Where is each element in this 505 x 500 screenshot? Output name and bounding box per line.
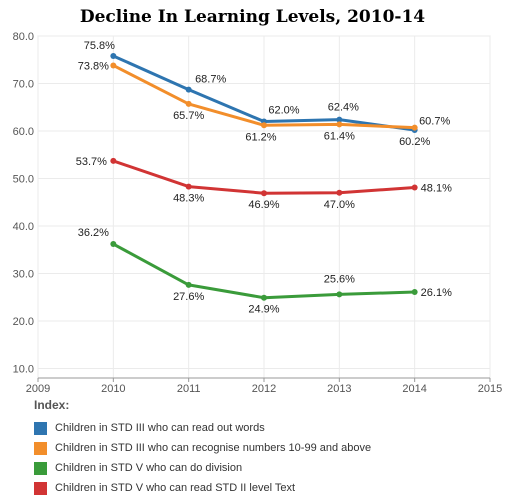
y-tick-label: 50.0 (13, 174, 34, 186)
legend-swatch (34, 461, 47, 475)
data-point (336, 121, 343, 128)
data-label: 26.1% (421, 287, 452, 299)
legend-swatch (34, 441, 47, 455)
data-label: 60.2% (399, 136, 430, 148)
data-label: 61.2% (245, 131, 276, 143)
data-point (261, 190, 267, 197)
x-tick-label: 2012 (252, 383, 276, 395)
legend-item: Children in STD V who can read STD II le… (34, 478, 371, 498)
data-label: 60.7% (419, 116, 450, 128)
data-label: 73.8% (78, 60, 109, 72)
data-label: 53.7% (76, 156, 107, 168)
x-tick-label: 2011 (177, 383, 201, 395)
x-tick-label: 2010 (101, 383, 125, 395)
data-label: 62.4% (328, 102, 359, 114)
legend-label: Children in STD V who can read STD II le… (55, 482, 296, 494)
data-point (110, 62, 117, 69)
data-label: 68.7% (195, 74, 226, 86)
data-point (110, 157, 117, 164)
x-tick-label: 2015 (478, 383, 502, 395)
y-tick-label: 10.0 (13, 364, 34, 376)
data-label: 65.7% (173, 110, 204, 122)
data-label: 48.3% (173, 193, 204, 205)
data-point (411, 184, 418, 191)
data-point (336, 291, 343, 298)
chart-title: Decline In Learning Levels, 2010-14 (79, 7, 426, 27)
data-point (110, 52, 117, 59)
legend-items: Children in STD III who can read out wor… (34, 418, 371, 498)
y-tick-label: 80.0 (13, 31, 34, 43)
x-tick-label: 2013 (327, 383, 351, 395)
x-tick-label: 2014 (402, 383, 426, 395)
data-point (336, 189, 343, 196)
legend-swatch (34, 481, 47, 495)
data-label: 36.2% (78, 227, 109, 239)
y-tick-label: 30.0 (13, 269, 34, 281)
y-tick-label: 70.0 (13, 79, 34, 91)
legend-item: Children in STD V who can do division (34, 458, 371, 478)
legend-label: Children in STD III who can read out wor… (55, 422, 265, 434)
x-tick-label: 2009 (26, 383, 50, 395)
data-label: 27.6% (173, 291, 204, 303)
data-label: 75.8% (84, 40, 115, 52)
legend-label: Children in STD V who can do division (55, 462, 243, 474)
legend: Index: Children in STD III who can read … (34, 398, 371, 498)
data-point (411, 124, 418, 131)
data-label: 48.1% (421, 183, 452, 195)
data-point (185, 281, 192, 288)
line-chart: 10.0 20.0 30.0 40.0 50.0 60.0 70.0 80.0 2009 2010… (13, 31, 503, 395)
y-tick-label: 40.0 (13, 221, 34, 233)
data-label: 24.9% (248, 304, 279, 316)
data-point (261, 294, 267, 301)
data-label: 61.4% (324, 130, 355, 142)
data-label: 25.6% (324, 273, 355, 285)
data-point (185, 86, 192, 93)
legend-label: Children in STD III who can recognise nu… (55, 442, 372, 454)
data-label: 47.0% (324, 199, 355, 211)
data-point (110, 241, 117, 248)
data-point (336, 116, 343, 123)
data-point (411, 289, 418, 296)
legend-item: Children in STD III who can read out wor… (34, 418, 371, 438)
legend-item: Children in STD III who can recognise nu… (34, 438, 371, 458)
data-point (261, 122, 267, 129)
y-tick-label: 60.0 (13, 126, 34, 138)
data-label: 46.9% (248, 199, 279, 211)
legend-swatch (34, 421, 47, 435)
legend-title: Index: (34, 398, 70, 412)
data-point (185, 100, 192, 107)
data-point (185, 183, 192, 190)
y-tick-label: 20.0 (13, 316, 34, 328)
data-label: 62.0% (268, 105, 299, 117)
